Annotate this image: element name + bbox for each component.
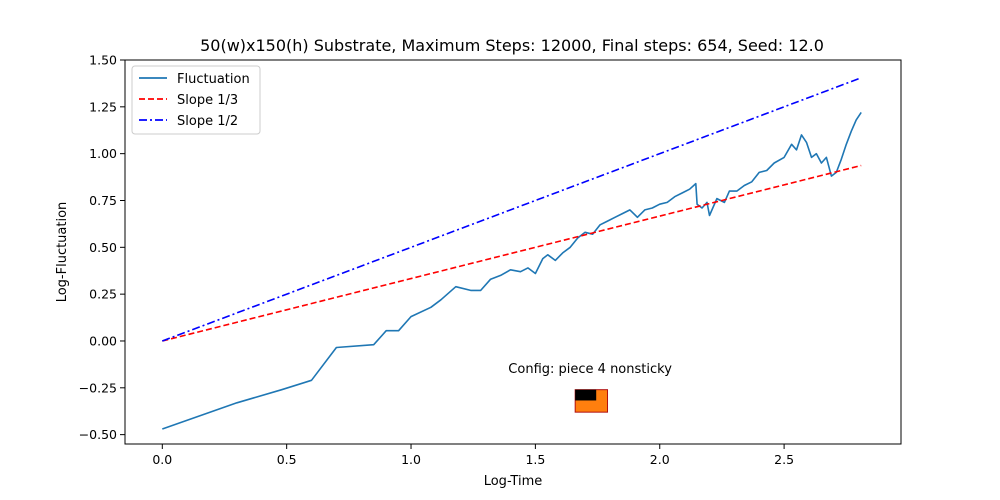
series-line-slope-1-3 — [162, 164, 862, 342]
legend-label-slope-1-3: Slope 1/3 — [177, 93, 238, 108]
x-tick-label: 1.0 — [401, 452, 421, 467]
y-tick-label: 0.25 — [89, 287, 117, 302]
x-axis-label: Log-Time — [484, 474, 543, 489]
legend-label-slope-1-2: Slope 1/2 — [177, 114, 238, 129]
x-tick-label: 2.5 — [774, 452, 794, 467]
config-piece-block — [575, 389, 597, 401]
x-tick-label: 1.5 — [525, 452, 545, 467]
y-tick-label: 1.50 — [89, 53, 117, 68]
y-tick-label: 1.00 — [89, 146, 117, 161]
y-tick-label: 1.25 — [89, 99, 117, 114]
series-line-slope-1-2 — [162, 77, 862, 342]
x-tick-label: 0.5 — [277, 452, 297, 467]
y-tick-label: 0.50 — [89, 240, 117, 255]
plot-frame — [124, 59, 902, 445]
y-axis-label: Log-Fluctuation — [55, 202, 70, 303]
chart-title: 50(w)x150(h) Substrate, Maximum Steps: 1… — [200, 36, 824, 55]
y-tick-label: −0.50 — [79, 427, 117, 442]
config-annotation: Config: piece 4 nonsticky — [508, 362, 672, 377]
y-tick-label: 0.75 — [89, 193, 117, 208]
legend-box — [131, 65, 261, 135]
legend: Fluctuation Slope 1/3 Slope 1/2 — [131, 65, 261, 135]
legend-label-fluctuation: Fluctuation — [177, 72, 250, 87]
x-tick-label: 0.0 — [152, 452, 172, 467]
x-tick-label: 2.0 — [650, 452, 670, 467]
y-tick-label: −0.25 — [79, 380, 117, 395]
y-tick-label: 0.00 — [89, 333, 117, 348]
series-line-fluctuation — [162, 111, 862, 430]
